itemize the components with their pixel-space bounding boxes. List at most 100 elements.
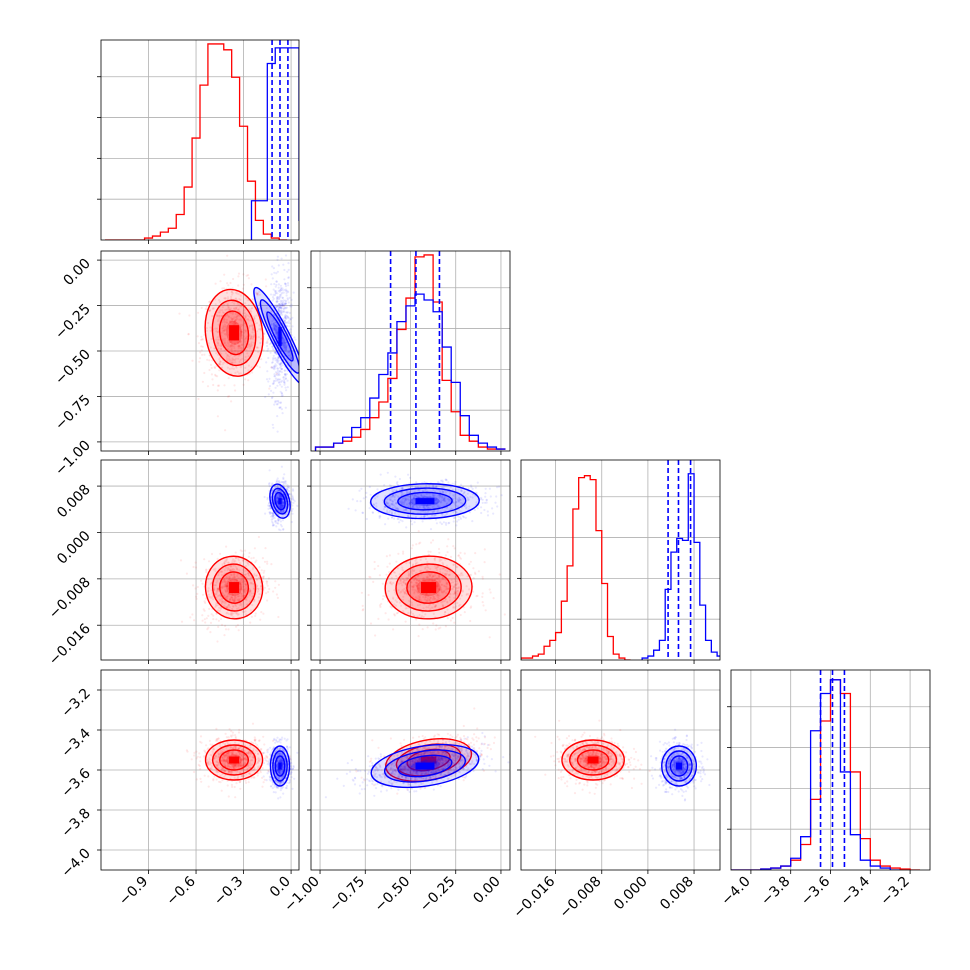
scatter-point <box>247 314 250 317</box>
scatter-point <box>431 494 435 497</box>
scatter-point <box>386 510 389 514</box>
scatter-point <box>280 480 283 483</box>
scatter-point <box>265 755 268 758</box>
scatter-point <box>453 584 456 588</box>
scatter-point <box>223 769 226 773</box>
scatter-point <box>277 518 280 522</box>
scatter-point <box>211 747 214 750</box>
scatter-point <box>391 512 394 515</box>
scatter-point <box>396 483 399 487</box>
scatter-point <box>219 745 222 748</box>
scatter-point <box>277 309 280 312</box>
scatter-point <box>464 516 467 519</box>
scatter-point <box>277 355 280 358</box>
scatter-point <box>224 352 228 355</box>
scatter-point <box>227 348 230 351</box>
scatter-point <box>281 303 284 306</box>
scatter-point <box>404 497 407 500</box>
scatter-point <box>208 607 211 611</box>
scatter-point <box>282 477 285 481</box>
scatter-point <box>227 604 230 607</box>
scatter-point <box>280 504 283 508</box>
scatter-point <box>214 605 217 609</box>
scatter-point <box>245 569 248 572</box>
scatter-point <box>224 602 227 605</box>
scatter-point <box>273 368 276 371</box>
scatter-point <box>250 324 253 327</box>
scatter-point <box>211 743 214 746</box>
contour-line <box>395 563 462 612</box>
scatter-point <box>236 574 239 578</box>
scatter-point <box>252 335 255 338</box>
scatter-point <box>275 336 279 339</box>
scatter-point <box>452 494 455 497</box>
plot-area <box>104 40 299 240</box>
scatter-point <box>426 569 429 572</box>
scatter-point <box>420 569 423 572</box>
scatter-point <box>449 555 453 559</box>
scatter-point <box>212 779 215 782</box>
scatter-point <box>288 305 292 308</box>
scatter-point <box>278 481 281 485</box>
scatter-point <box>218 314 221 317</box>
scatter-point <box>418 603 422 606</box>
scatter-point <box>273 365 276 368</box>
scatter-point <box>229 613 232 616</box>
scatter-point <box>253 776 256 779</box>
scatter-point <box>405 579 408 582</box>
scatter-point <box>246 562 249 565</box>
scatter-point <box>391 507 395 510</box>
scatter-point <box>388 484 391 487</box>
scatter-point <box>260 587 263 590</box>
scatter-point <box>431 606 434 609</box>
scatter-point <box>216 342 220 345</box>
scatter-point <box>283 348 286 351</box>
scatter-point <box>274 333 277 336</box>
scatter-point <box>280 371 283 374</box>
scatter-point <box>464 507 468 510</box>
scatter-point <box>198 360 201 363</box>
scatter-point <box>231 764 234 768</box>
scatter-point <box>217 766 220 769</box>
scatter-point <box>239 585 242 588</box>
y-tick-label: 0.008 <box>54 482 94 522</box>
scatter-point <box>235 765 238 768</box>
scatter-point <box>276 379 279 382</box>
scatter-point <box>455 500 458 503</box>
scatter-point <box>279 523 282 526</box>
scatter-point <box>457 586 460 589</box>
scatter-point <box>411 570 414 573</box>
scatter-point <box>231 612 234 615</box>
scatter-point <box>280 309 283 312</box>
scatter-point <box>240 592 243 596</box>
scatter-point <box>433 494 436 498</box>
scatter-point <box>217 573 220 577</box>
scatter-point <box>279 306 283 309</box>
scatter-point <box>249 755 252 758</box>
scatter-point <box>428 599 431 602</box>
scatter-point <box>243 611 246 614</box>
scatter-point <box>276 501 279 504</box>
scatter-point <box>285 344 288 347</box>
scatter-point <box>413 521 416 524</box>
scatter-point <box>277 359 280 362</box>
scatter-point <box>219 774 222 778</box>
scatter-point <box>405 526 408 529</box>
scatter-point <box>218 753 221 756</box>
scatter-point <box>248 343 251 346</box>
scatter-point <box>216 353 220 356</box>
scatter-point <box>222 327 225 330</box>
scatter-point <box>258 307 261 310</box>
scatter-point <box>277 489 280 492</box>
scatter-point <box>245 603 249 606</box>
scatter-point <box>294 338 297 341</box>
scatter-point <box>282 481 285 484</box>
scatter-point <box>278 363 281 366</box>
scatter-point <box>276 378 279 381</box>
scatter-point <box>210 613 213 616</box>
scatter-point <box>249 752 252 755</box>
scatter-point <box>250 366 253 369</box>
scatter-point <box>431 579 434 583</box>
scatter-point <box>287 268 290 271</box>
scatter-point <box>217 780 221 783</box>
